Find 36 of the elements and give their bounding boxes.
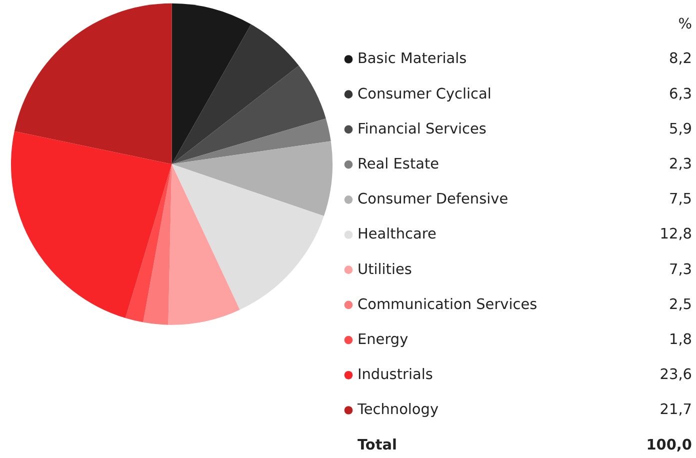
data-label: 7,3 [668,262,692,278]
legend-title: % [678,16,692,32]
legend-label: Energy [357,332,409,348]
legend-label: Financial Services [357,121,486,138]
pie-slice [14,3,172,164]
data-label: 12,8 [660,226,692,243]
pie-slice [168,164,240,325]
legend-label: Real Estate [357,156,440,173]
pie-slice [11,131,172,318]
pie-slice [125,164,172,322]
data-label: 23,6 [660,367,692,384]
pie-slice [172,164,324,310]
data-label: 6,3 [668,86,692,102]
legend-label: Technology [356,402,439,418]
data-label: 1,8 [668,332,692,348]
legend-label: Healthcare [357,226,436,243]
pie-slice [172,66,326,164]
pie-slice [172,118,331,164]
pie-slice [172,141,332,216]
pie-slice [143,164,172,325]
data-label: 5,9 [668,121,692,138]
legend-label: Consumer Cyclical [357,86,492,102]
data-label: 8,2 [668,51,692,68]
data-label: 21,7 [660,402,692,418]
pie-slice [172,3,252,164]
pie-slice [172,24,299,164]
legend-label: Consumer Defensive [357,192,508,208]
text: 100,0 [646,437,692,454]
legend-label: Basic Materials [357,51,467,68]
data-label: 2,5 [668,296,692,313]
legend-label: Communication Services [357,296,538,313]
legend-label: Utilities [357,262,412,278]
legend-label: Industrials [357,367,433,384]
data-label: 2,3 [668,156,692,173]
data-label: 7,5 [668,192,692,208]
text: Total [357,437,398,454]
